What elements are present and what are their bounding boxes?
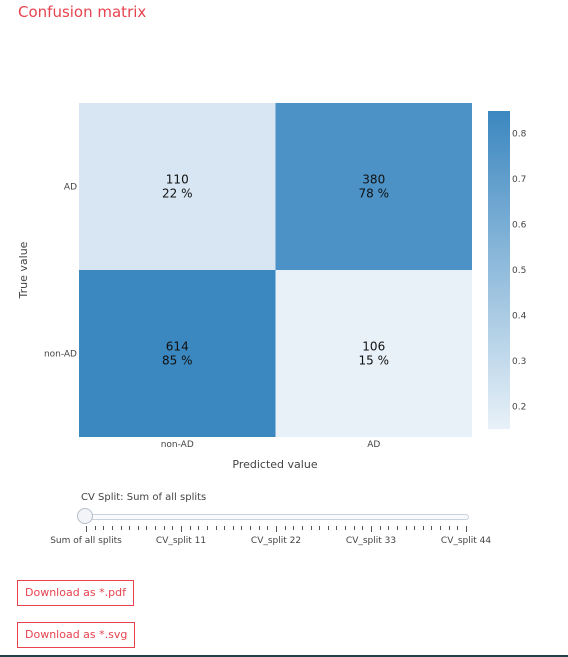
slider-tick xyxy=(276,526,277,532)
slider-tick xyxy=(379,526,381,530)
colorbar-tick-label: 0.3 xyxy=(512,357,526,367)
cv-split-slider-handle[interactable] xyxy=(77,508,93,524)
slider-step-label: CV_split 33 xyxy=(345,536,397,546)
colorbar-tick-label: 0.5 xyxy=(512,266,526,276)
heatmap-cell xyxy=(79,270,276,437)
slider-tick xyxy=(103,526,105,530)
slider-tick xyxy=(414,526,416,530)
cell-count-label: 106 xyxy=(362,340,385,354)
colorbar-tick-label: 0.4 xyxy=(512,311,527,321)
heatmap-cell xyxy=(275,270,472,437)
slider-tick xyxy=(362,526,364,530)
slider-tick xyxy=(129,526,131,530)
slider-tick xyxy=(163,526,165,530)
slider-tick xyxy=(422,526,424,530)
download-pdf-button[interactable]: Download as *.pdf xyxy=(17,580,134,606)
slider-tick xyxy=(181,526,182,532)
slider-step-label: CV_split 11 xyxy=(155,536,207,546)
slider-tick xyxy=(111,526,113,530)
slider-tick xyxy=(466,526,467,532)
colorbar-tick-label: 0.7 xyxy=(512,175,526,185)
slider-tick xyxy=(345,526,347,530)
colorbar-tick-label: 0.8 xyxy=(512,130,527,140)
heatmap-cells xyxy=(79,103,472,437)
slider-tick xyxy=(189,526,191,530)
slider-tick xyxy=(388,526,390,530)
slider-tick xyxy=(198,526,200,530)
slider-tick xyxy=(215,526,217,530)
y-axis-title: True value xyxy=(17,241,30,299)
slider-step-label: Sum of all splits xyxy=(50,536,122,546)
slider-tick xyxy=(267,526,269,530)
slider-tick xyxy=(301,526,303,530)
slider-tick xyxy=(405,526,407,530)
cv-split-slider-ticks xyxy=(0,526,568,540)
slider-tick xyxy=(120,526,122,530)
cv-split-slider-label: CV Split: Sum of all splits xyxy=(81,492,207,503)
cell-percent-label: 22 % xyxy=(162,187,193,201)
slider-tick xyxy=(250,526,252,530)
cell-count-label: 110 xyxy=(166,173,189,187)
cv-split-slider-rail[interactable] xyxy=(82,514,469,520)
slider-tick xyxy=(155,526,157,530)
slider-tick xyxy=(440,526,442,530)
x-tick-label: non-AD xyxy=(161,440,194,450)
x-axis-title: Predicted value xyxy=(232,458,317,471)
download-svg-button[interactable]: Download as *.svg xyxy=(17,622,136,648)
slider-tick xyxy=(396,526,398,530)
slider-tick xyxy=(353,526,355,530)
y-tick-label: AD xyxy=(64,183,77,193)
slider-step-label: CV_split 44 xyxy=(440,536,492,546)
slider-tick xyxy=(310,526,312,530)
slider-tick xyxy=(284,526,286,530)
cv-split-step-labels: Sum of all splits CV_split 11 CV_split 22 C… xyxy=(0,536,568,550)
bottom-divider xyxy=(0,655,568,657)
slider-tick xyxy=(293,526,295,530)
slider-tick xyxy=(94,526,96,530)
slider-tick xyxy=(232,526,234,530)
colorbar xyxy=(488,111,510,429)
slider-tick xyxy=(319,526,321,530)
slider-tick xyxy=(431,526,433,530)
slider-tick xyxy=(146,526,148,530)
slider-step-label: CV_split 22 xyxy=(250,536,302,546)
colorbar-tick-label: 0.2 xyxy=(512,402,526,412)
cell-percent-label: 15 % xyxy=(359,354,390,368)
slider-tick xyxy=(241,526,243,530)
slider-tick xyxy=(137,526,139,530)
slider-tick xyxy=(448,526,450,530)
cell-percent-label: 78 % xyxy=(359,187,390,201)
slider-tick xyxy=(206,526,208,530)
y-tick-label: non-AD xyxy=(44,350,77,360)
slider-tick xyxy=(457,526,459,530)
slider-tick xyxy=(258,526,260,530)
heatmap-cell xyxy=(79,103,276,270)
slider-tick xyxy=(172,526,174,530)
slider-tick xyxy=(86,526,87,532)
slider-tick xyxy=(327,526,329,530)
cell-percent-label: 85 % xyxy=(162,354,193,368)
slider-tick xyxy=(371,526,372,532)
heatmap-cell xyxy=(275,103,472,270)
colorbar-tick-label: 0.6 xyxy=(512,221,527,231)
cell-count-label: 380 xyxy=(362,173,385,187)
colorbar-ticks: 0.2 0.3 0.4 0.5 0.6 0.7 0.8 xyxy=(512,130,527,413)
x-tick-label: AD xyxy=(367,440,380,450)
page-title: Confusion matrix xyxy=(18,3,147,21)
cell-count-label: 614 xyxy=(166,340,189,354)
slider-tick xyxy=(336,526,338,530)
slider-tick xyxy=(224,526,226,530)
